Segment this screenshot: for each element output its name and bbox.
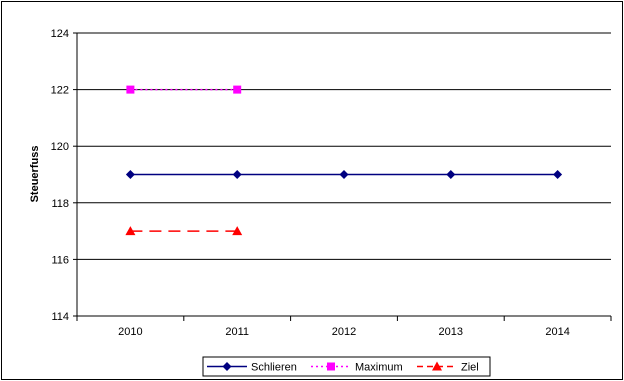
data-point-maximum — [233, 85, 242, 94]
data-point-ziel — [232, 226, 243, 236]
y-tick-label: 114 — [51, 311, 69, 323]
legend-marker-schlieren — [222, 362, 232, 371]
data-point-maximum — [126, 85, 135, 94]
y-axis-title: Steuerfuss — [29, 146, 41, 203]
x-tick-label: 2013 — [439, 326, 463, 338]
legend-marker-maximum — [327, 362, 335, 371]
data-point-schlieren — [339, 170, 349, 179]
y-tick-label: 120 — [51, 141, 69, 153]
legend-label-maximum: Maximum — [355, 362, 403, 374]
data-point-schlieren — [553, 170, 563, 179]
y-tick-label: 124 — [51, 28, 69, 40]
y-tick-label: 122 — [51, 85, 69, 97]
data-point-ziel — [125, 226, 136, 236]
legend: Schlieren Maximum Ziel — [202, 356, 491, 377]
x-tick-label: 2010 — [118, 326, 142, 338]
data-point-schlieren — [232, 170, 242, 179]
x-tick-label: 2014 — [545, 326, 569, 338]
y-tick-label: 118 — [51, 198, 69, 210]
plot-area: 114 116 118 120 122 124 2010 2011 2012 2013 2014 — [51, 28, 612, 338]
x-tick-label: 2012 — [332, 326, 356, 338]
y-tick-label: 116 — [51, 254, 69, 266]
data-point-schlieren — [125, 170, 135, 179]
legend-marker-ziel — [432, 361, 442, 371]
x-tick-label: 2011 — [225, 326, 249, 338]
legend-label-schlieren: Schlieren — [251, 362, 297, 374]
legend-label-ziel: Ziel — [461, 362, 479, 374]
data-point-schlieren — [446, 170, 456, 179]
